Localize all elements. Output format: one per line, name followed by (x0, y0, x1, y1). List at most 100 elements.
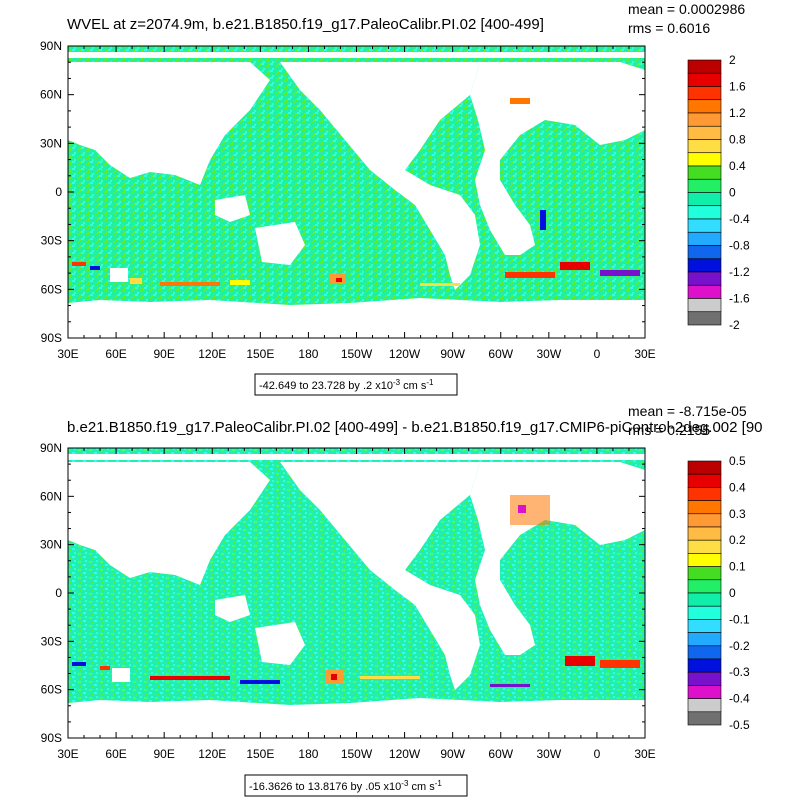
panel-1-range-note: -42.649 to 23.728 by .2 x10-3 cm s-1 (254, 373, 458, 396)
lon-tick-label: 30W (536, 747, 561, 761)
colorbar-swatch (687, 526, 722, 541)
lon-tick-label: 150E (246, 347, 274, 361)
colorbar-swatch (687, 487, 722, 501)
colorbar-swatch (687, 619, 722, 633)
colorbar-swatch (687, 658, 722, 673)
lon-tick-label: 90W (440, 747, 465, 761)
colorbar-swatch (687, 125, 722, 140)
lon-tick-label: 60W (488, 347, 513, 361)
colorbar-label: -2 (729, 318, 740, 332)
colorbar-swatch (687, 711, 722, 726)
lon-tick-label: 60E (105, 747, 126, 761)
colorbar-swatch (687, 553, 722, 567)
lat-tick-label: 60S (41, 282, 62, 296)
lon-tick-label: 90E (153, 747, 174, 761)
colorbar-swatch (687, 685, 722, 699)
lat-tick-label: 30S (41, 234, 62, 248)
panel-1-map (67, 45, 646, 339)
colorbar-swatch (687, 500, 722, 515)
colorbar-label: 0.8 (729, 133, 746, 147)
lon-tick-label: 150W (341, 347, 373, 361)
colorbar-swatch (687, 112, 722, 127)
colorbar-swatch (687, 152, 722, 167)
colorbar-swatch (687, 460, 722, 475)
colorbar-label: -0.8 (729, 239, 750, 253)
colorbar-label: 1.6 (729, 80, 746, 94)
colorbar-swatch (687, 579, 722, 594)
colorbar-swatch (687, 473, 722, 488)
colorbar-swatch (687, 231, 722, 246)
colorbar-label: 0 (729, 186, 736, 200)
colorbar-label: -1.6 (729, 292, 750, 306)
lon-tick-label: 90W (440, 347, 465, 361)
colorbar-swatch (687, 566, 722, 581)
colorbar-swatch (687, 59, 722, 74)
colorbar-label: 1.2 (729, 106, 746, 120)
colorbar-swatch (687, 218, 722, 233)
colorbar-swatch (687, 165, 722, 180)
lon-tick-label: 60W (488, 747, 513, 761)
lon-tick-label: 30E (634, 347, 655, 361)
lon-tick-label: 0 (594, 747, 601, 761)
lon-tick-label: 30E (57, 347, 78, 361)
lon-tick-label: 60E (105, 347, 126, 361)
colorbar-label: 0 (729, 586, 736, 600)
colorbar-swatch (687, 698, 722, 713)
colorbar-label: -0.1 (729, 612, 750, 626)
lat-tick-label: 90S (41, 731, 62, 745)
lon-tick-label: 90E (153, 347, 174, 361)
lat-tick-label: 30N (40, 538, 62, 552)
colorbar-swatch (687, 258, 722, 273)
panel-2: mean = -8.715e-05 rms = 0.2155 b.e21.B18… (40, 403, 763, 797)
colorbar-swatch (687, 513, 722, 528)
lat-tick-label: 90S (41, 331, 62, 345)
colorbar-swatch (687, 298, 722, 313)
lon-tick-label: 120E (198, 747, 226, 761)
lat-tick-label: 60S (41, 683, 62, 697)
colorbar-swatch (687, 605, 722, 620)
panel-2-lon-ticks: 30E 60E 90E 120E 150E 180 150W 120W 90W 60W 30W 0 30… (57, 448, 656, 761)
colorbar-swatch (687, 205, 722, 220)
panel-1-colorbar: 2 1.6 1.2 0.8 0.4 0 -0.4 -0.8 -1.2 -1.6 -2 (687, 53, 750, 332)
colorbar-label: -0.3 (729, 665, 750, 679)
colorbar-label: 0.3 (729, 507, 746, 521)
panel-2-title: b.e21.B1850.f19_g17.PaleoCalibr.PI.02 [4… (67, 419, 763, 436)
lat-tick-label: 30N (40, 136, 62, 150)
colorbar-label: -1.2 (729, 265, 750, 279)
lon-tick-label: 150E (246, 747, 274, 761)
colorbar-label: 0.4 (729, 159, 746, 173)
lat-tick-label: 0 (55, 185, 62, 199)
panel-2-lat-ticks: 90N 60N 30N 0 30S 60S 90S (40, 441, 645, 745)
colorbar-swatch (687, 72, 722, 87)
colorbar-swatch (687, 245, 722, 260)
svg-text:-42.649 to 23.728 by .2 x10-3: -42.649 to 23.728 by .2 x10-3 cm s-1 (259, 378, 434, 392)
lon-tick-label: 0 (594, 347, 601, 361)
panel-2-rms: rms = 0.2155 (628, 422, 710, 438)
lon-tick-label: 120W (389, 347, 421, 361)
panel-1-title: WVEL at z=2074.9m, b.e21.B1850.f19_g17.P… (67, 16, 544, 33)
lon-tick-label: 180 (298, 747, 318, 761)
colorbar-label: 0.2 (729, 533, 746, 547)
lat-tick-label: 30S (41, 634, 62, 648)
lon-tick-label: 30E (57, 747, 78, 761)
colorbar-label: 0.4 (729, 480, 746, 494)
lon-tick-label: 120E (198, 347, 226, 361)
colorbar-label: 2 (729, 53, 736, 67)
colorbar-swatch (687, 632, 722, 647)
colorbar-swatch (687, 671, 722, 686)
panel-1-rms: rms = 0.6016 (628, 20, 710, 36)
panel-1-lon-ticks: 30E 60E 90E 120E 150E 180 150W 120W 90W 60W 30W 0 30… (57, 46, 656, 361)
lon-tick-label: 180 (298, 347, 318, 361)
colorbar-swatch (687, 311, 722, 326)
colorbar-label: -0.5 (729, 718, 750, 732)
lon-tick-label: 30E (634, 747, 655, 761)
colorbar-label: 0.1 (729, 560, 746, 574)
colorbar-swatch (687, 99, 722, 114)
lat-tick-label: 90N (40, 441, 62, 455)
panel-1: WVEL at z=2074.9m, b.e21.B1850.f19_g17.P… (40, 1, 750, 396)
colorbar-swatch (687, 645, 722, 660)
colorbar-swatch (687, 192, 722, 207)
lon-tick-label: 120W (389, 747, 421, 761)
svg-text:-16.3626 to 13.8176 by .05 x10: -16.3626 to 13.8176 by .05 x10-3 cm s-1 (249, 779, 442, 793)
